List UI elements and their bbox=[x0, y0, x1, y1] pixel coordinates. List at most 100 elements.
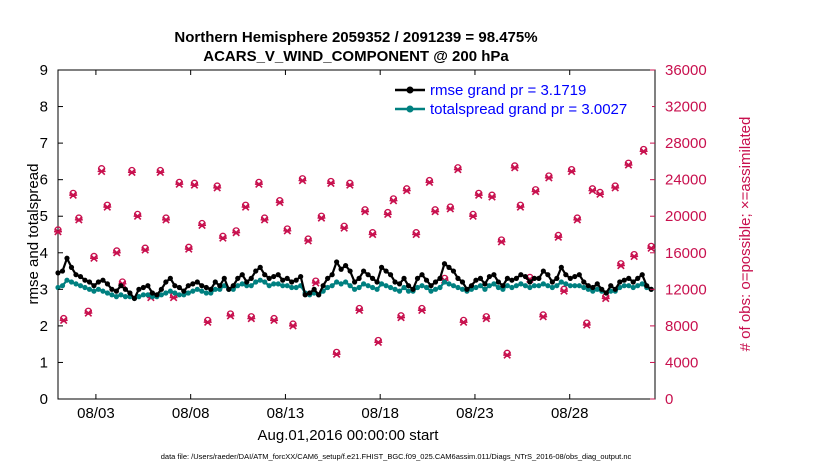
rmse-point bbox=[293, 277, 299, 283]
totalspread-point bbox=[136, 294, 142, 300]
rmse-point bbox=[239, 272, 245, 278]
obs-possible-marker bbox=[475, 189, 483, 198]
obs-possible-marker bbox=[219, 232, 227, 240]
obs-assimilated-marker bbox=[510, 164, 519, 172]
totalspread-point bbox=[419, 283, 425, 289]
obs-possible-marker bbox=[198, 219, 206, 228]
legend: rmse grand pr = 3.1719 totalspread grand… bbox=[388, 78, 652, 120]
rmse-point bbox=[334, 259, 340, 265]
obs-assimilated-marker bbox=[469, 212, 478, 220]
totalspread-point bbox=[392, 286, 398, 292]
rmse-point bbox=[531, 275, 537, 281]
obs-possible-marker bbox=[531, 186, 540, 194]
rmse-point bbox=[428, 283, 434, 289]
obs-possible-marker bbox=[560, 285, 568, 293]
totalspread-point bbox=[509, 284, 515, 291]
obs-count-markers bbox=[54, 145, 656, 359]
totalspread-point bbox=[504, 283, 511, 289]
totalspread-point bbox=[455, 284, 461, 291]
rmse-point bbox=[208, 286, 214, 292]
obs-assimilated-marker bbox=[639, 147, 648, 156]
obs-assimilated-marker bbox=[311, 279, 320, 287]
rmse-point bbox=[374, 279, 380, 285]
obs-assimilated-marker bbox=[84, 309, 93, 317]
rmse-point bbox=[194, 279, 200, 285]
totalspread-point bbox=[257, 277, 263, 283]
totalspread-point bbox=[459, 286, 466, 292]
totalspread-point bbox=[383, 283, 389, 289]
rmse-point bbox=[271, 273, 277, 280]
obs-possible-marker bbox=[270, 314, 278, 323]
totalspread-point bbox=[158, 292, 164, 298]
left-y-axis-label: rmse and totalspread bbox=[25, 164, 42, 305]
rmse-point bbox=[86, 279, 93, 285]
right-y-tick-label: 12000 bbox=[665, 281, 707, 298]
rmse-point bbox=[145, 283, 151, 289]
rmse-point bbox=[190, 281, 196, 287]
left-y-tick-label: 9 bbox=[40, 62, 48, 79]
rmse-point bbox=[500, 283, 506, 289]
left-y-tick-label: 4 bbox=[40, 245, 48, 262]
x-tick-label: 08/13 bbox=[267, 405, 305, 422]
obs-assimilated-marker bbox=[425, 178, 434, 187]
totalspread-point bbox=[414, 284, 421, 291]
totalspread-point bbox=[352, 286, 358, 292]
rmse-point bbox=[576, 272, 582, 278]
totalspread-point bbox=[239, 281, 245, 287]
obs-possible-marker bbox=[425, 176, 434, 185]
totalspread-point bbox=[558, 279, 564, 285]
rmse-point bbox=[104, 281, 111, 287]
obs-possible-marker bbox=[639, 145, 648, 154]
totalspread-point bbox=[423, 284, 430, 291]
rmse-point bbox=[77, 273, 84, 280]
obs-assimilated-marker bbox=[516, 203, 525, 211]
rmse-point bbox=[158, 286, 164, 292]
totalspread-point bbox=[365, 283, 371, 289]
totalspread-point bbox=[176, 292, 182, 298]
rmse-point bbox=[167, 275, 173, 281]
totalspread-point bbox=[73, 281, 79, 287]
obs-possible-marker bbox=[583, 319, 591, 327]
obs-possible-marker bbox=[332, 348, 341, 357]
rmse-point bbox=[275, 272, 281, 278]
rmse-point bbox=[172, 283, 178, 289]
obs-assimilated-marker bbox=[90, 254, 99, 263]
obs-possible-marker bbox=[340, 222, 348, 230]
right-y-tick-label: 24000 bbox=[665, 172, 707, 189]
plot-frame bbox=[57, 69, 656, 400]
obs-assimilated-marker bbox=[345, 181, 354, 189]
obs-assimilated-marker bbox=[213, 184, 222, 192]
x-axis-label: Aug.01,2016 00:00:00 start bbox=[258, 427, 440, 444]
obs-assimilated-marker bbox=[355, 306, 364, 315]
rmse-point bbox=[203, 284, 209, 291]
rmse-point bbox=[185, 283, 191, 289]
rmse-point bbox=[154, 292, 160, 298]
rmse-point bbox=[284, 275, 290, 281]
rmse-point bbox=[419, 272, 425, 278]
totalspread-point bbox=[149, 294, 155, 300]
obs-possible-marker bbox=[141, 244, 149, 252]
rmse-point bbox=[343, 262, 349, 269]
obs-assimilated-marker bbox=[412, 230, 421, 239]
totalspread-point bbox=[581, 284, 587, 291]
rmse-point bbox=[387, 272, 394, 278]
totalspread-point bbox=[95, 286, 102, 292]
legend-rmse-marker bbox=[406, 86, 414, 94]
obs-assimilated-marker bbox=[74, 216, 83, 224]
totalspread-point bbox=[293, 284, 299, 291]
rmse-point bbox=[257, 264, 263, 270]
totalspread-point bbox=[55, 284, 61, 291]
obs-assimilated-marker bbox=[270, 316, 279, 325]
obs-assimilated-marker bbox=[275, 198, 284, 207]
chart-title-line1: Northern Hemisphere 2059352 / 2091239 = … bbox=[174, 29, 537, 46]
obs-assimilated-marker bbox=[624, 161, 633, 169]
rmse-point bbox=[325, 275, 331, 281]
totalspread-point bbox=[113, 294, 120, 300]
totalspread-point bbox=[82, 284, 88, 291]
rmse-point bbox=[230, 283, 236, 289]
rmse-point bbox=[360, 268, 367, 274]
rmse-point bbox=[109, 286, 115, 292]
totalspread-point bbox=[167, 288, 173, 294]
rmse-point bbox=[441, 261, 448, 267]
rmse-point bbox=[630, 279, 636, 285]
